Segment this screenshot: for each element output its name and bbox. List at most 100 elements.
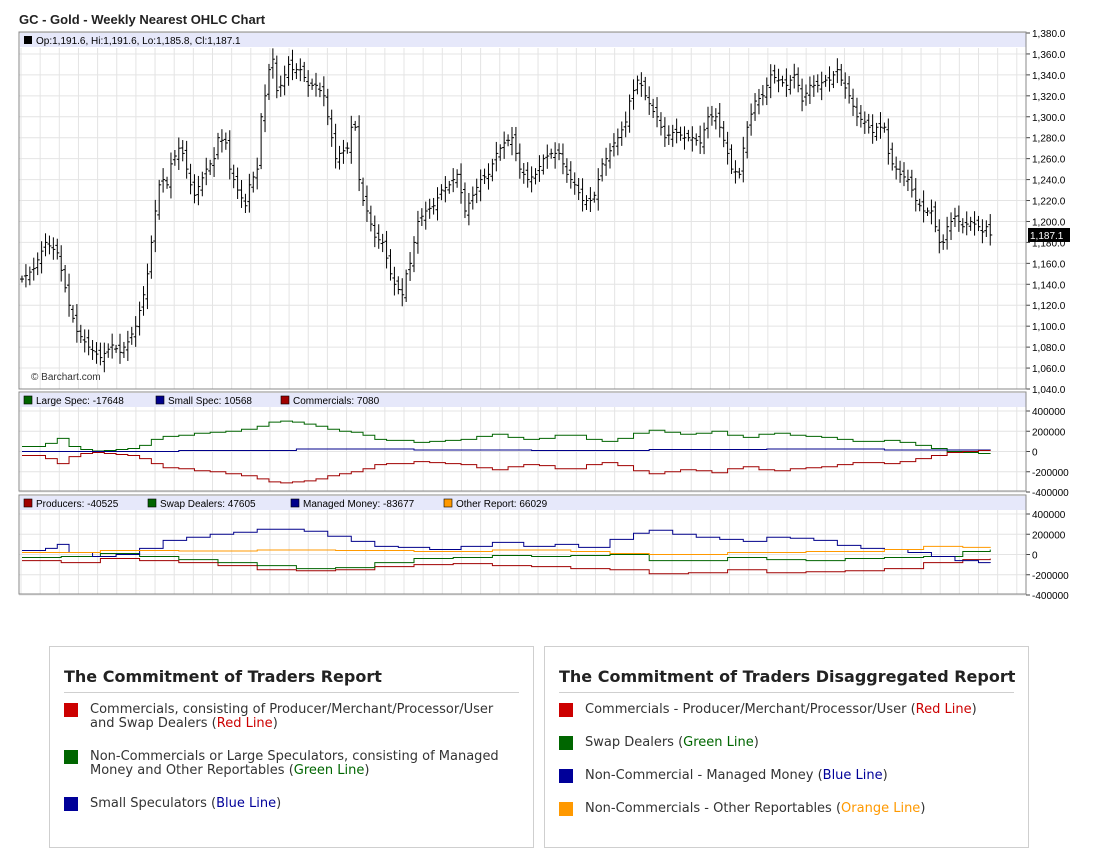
ohlc-bar bbox=[439, 184, 444, 201]
ohlc-bar bbox=[490, 158, 495, 182]
ohlc-bar bbox=[125, 330, 130, 361]
cot_panel-axis-tick-label: -400000 bbox=[1032, 488, 1069, 499]
ohlc-bar bbox=[596, 168, 601, 211]
ohlc-bar bbox=[67, 273, 72, 317]
ohlc-bar bbox=[396, 276, 401, 295]
ohlc-bar bbox=[247, 173, 252, 213]
ohlc-bar bbox=[549, 148, 554, 159]
x-axis-tick-label: Mar bbox=[837, 599, 857, 600]
panel-frame bbox=[18, 391, 1027, 492]
legend-item-text: Small Speculators (Blue Line) bbox=[90, 797, 517, 811]
ohlc-bar bbox=[329, 109, 334, 147]
ohlc-bar bbox=[357, 115, 362, 192]
last-price-label: 1,187.1 bbox=[1030, 231, 1064, 242]
ohlc-bar bbox=[278, 75, 283, 97]
ohlc-bar bbox=[854, 97, 859, 127]
price-axis-tick-label: 1,200.0 bbox=[1032, 217, 1066, 228]
legend-item-paren-close: ) bbox=[364, 763, 370, 778]
legend-item-paren-open: ( bbox=[211, 796, 217, 811]
ohlc-bar bbox=[341, 139, 346, 164]
disaggregated_panel-legend-swatch bbox=[23, 498, 33, 508]
ohlc-bar bbox=[674, 118, 679, 144]
ohlc-bar bbox=[266, 63, 271, 100]
ohlc-bar bbox=[862, 111, 867, 134]
legend-item-description: Swap Dealers bbox=[585, 735, 679, 750]
ohlc-bar bbox=[878, 112, 883, 139]
ohlc-bar bbox=[376, 224, 381, 249]
disaggregated_panel-axis-tick-label: 200000 bbox=[1032, 530, 1066, 541]
ohlc-bar bbox=[443, 176, 448, 203]
price-axis-tick-label: 1,360.0 bbox=[1032, 50, 1066, 61]
ohlc-bar bbox=[541, 154, 546, 175]
ohlc-bar bbox=[31, 257, 36, 281]
ohlc-bar bbox=[643, 76, 648, 101]
ohlc-bar bbox=[917, 198, 922, 212]
cot_panel-legend-entry: Commercials: 7080 bbox=[293, 396, 380, 407]
panel-frame bbox=[18, 31, 1027, 390]
disaggregated_panel-axis-tick-label: -200000 bbox=[1032, 571, 1069, 582]
ohlc-bar bbox=[725, 131, 730, 165]
ohlc-bar bbox=[933, 201, 938, 233]
legend_disagg-item: Swap Dealers (Green Line) bbox=[559, 736, 1012, 750]
legend-item-description: Non-Commercials - Other Reportables bbox=[585, 801, 836, 816]
legend-color-swatch bbox=[559, 736, 573, 750]
ohlc-bar bbox=[137, 301, 142, 336]
ohlc-bar bbox=[286, 56, 291, 86]
ohlc-bar bbox=[133, 316, 138, 347]
ohlc-bar bbox=[631, 79, 636, 110]
ohlc-bar bbox=[560, 143, 565, 175]
ohlc-bar bbox=[270, 48, 275, 79]
disagg-legend-divider bbox=[559, 692, 1014, 693]
ohlc-bar bbox=[533, 168, 538, 185]
ohlc-bar bbox=[141, 286, 146, 316]
ohlc-bar bbox=[521, 163, 526, 184]
x-axis-tick-label: Jul bbox=[949, 599, 965, 600]
ohlc-bar bbox=[243, 193, 248, 214]
ohlc-bar bbox=[325, 88, 330, 126]
ohlc-bar bbox=[447, 180, 452, 194]
x-axis-tick-label: May bbox=[891, 599, 913, 600]
ohlc-bar bbox=[956, 205, 961, 232]
cot_panel-legend-swatch bbox=[280, 395, 290, 405]
ohlc-bar bbox=[647, 86, 652, 115]
ohlc-bar bbox=[513, 126, 518, 162]
ohlc-bar bbox=[690, 126, 695, 152]
legend-item-paren-close: ) bbox=[920, 801, 926, 816]
price-axis-tick-label: 1,340.0 bbox=[1032, 71, 1066, 82]
chart-area[interactable]: 1,380.0 1,360.0 1,340.0 1,320.0 1,300.0 1,280… bbox=[0, 0, 1114, 600]
ohlc-bar bbox=[902, 162, 906, 187]
ohlc-bar bbox=[827, 66, 832, 92]
ohlc-bar bbox=[619, 121, 624, 146]
price-axis-tick-label: 1,060.0 bbox=[1032, 364, 1066, 375]
ohlc-bar bbox=[960, 218, 965, 234]
ohlc-bar bbox=[470, 186, 475, 210]
ohlc-bar bbox=[227, 130, 232, 180]
x-axis-tick-label: Nov 15 bbox=[49, 599, 85, 600]
ohlc-bar bbox=[949, 212, 954, 240]
disaggregated_panel-axis-tick-label: 0 bbox=[1032, 551, 1038, 562]
ohlc-bar bbox=[388, 249, 393, 281]
ohlc-bar bbox=[784, 68, 789, 97]
ohlc-bar bbox=[851, 88, 856, 116]
ohlc-bar bbox=[498, 144, 503, 161]
ohlc-bar bbox=[745, 121, 750, 159]
ohlc-bar bbox=[180, 140, 185, 162]
cot-legend-title: The Commitment of Traders Report bbox=[64, 667, 382, 686]
ohlc-bar bbox=[682, 126, 687, 150]
ohlc-bar bbox=[306, 70, 311, 97]
x-axis-tick-label: Mar bbox=[502, 599, 522, 600]
x-axis-tick-label: Jan 16 bbox=[103, 599, 137, 600]
ohlc-bar bbox=[47, 235, 52, 255]
ohlc-bar bbox=[945, 216, 950, 250]
ohlc-bar bbox=[843, 72, 848, 99]
panel-frame bbox=[18, 494, 1027, 595]
disaggregated_panel-legend-swatch bbox=[443, 498, 453, 508]
disaggregated_panel-series-line bbox=[22, 549, 991, 570]
legend-item-paren-open: ( bbox=[817, 768, 823, 783]
ohlc-bar bbox=[204, 157, 209, 186]
ohlc-bar bbox=[506, 134, 511, 147]
ohlc-bar bbox=[776, 68, 781, 93]
ohlc-bar bbox=[823, 74, 828, 87]
ohlc-bar bbox=[847, 76, 852, 104]
ohlc-bar bbox=[106, 343, 111, 358]
